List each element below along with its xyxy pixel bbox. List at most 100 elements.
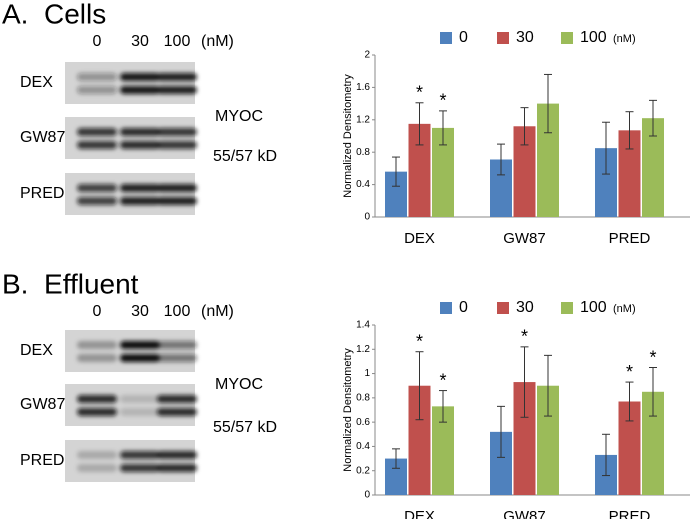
unit-label: (nM) <box>201 33 234 50</box>
bar <box>490 159 512 217</box>
bar <box>490 431 512 495</box>
band <box>77 408 117 416</box>
bar <box>432 127 454 217</box>
band <box>77 354 117 362</box>
legend-unit: (nM) <box>613 303 636 315</box>
band <box>120 341 160 349</box>
band <box>120 86 160 94</box>
blot-bands <box>77 184 197 205</box>
band <box>77 73 117 81</box>
band <box>77 128 117 136</box>
bar <box>408 385 431 495</box>
significance-star: * <box>521 327 528 347</box>
row-label: DEX <box>20 74 53 91</box>
blot-bands <box>77 341 197 362</box>
significance-star: * <box>416 83 423 103</box>
protein-label: MYOC <box>215 376 263 393</box>
blot <box>65 330 195 372</box>
row-label: DEX <box>20 342 53 359</box>
legend-label: 100 <box>580 299 607 316</box>
row-label: GW87 <box>20 129 65 146</box>
bar <box>513 126 536 217</box>
y-tick-label: 0.4 <box>356 179 370 190</box>
significance-star: * <box>439 370 446 390</box>
bar <box>537 103 559 217</box>
legend-swatch <box>440 32 452 44</box>
band <box>157 408 197 416</box>
legend-swatch <box>561 32 573 44</box>
bar <box>537 385 559 495</box>
band <box>157 141 197 149</box>
band <box>157 395 197 403</box>
band <box>120 354 160 362</box>
y-tick-label: 2 <box>364 50 370 61</box>
legend-swatch <box>497 32 509 44</box>
band <box>120 141 160 149</box>
y-tick-label: 1 <box>364 368 370 379</box>
lane-label: 0 <box>93 33 102 50</box>
band <box>157 86 197 94</box>
bar <box>432 406 454 495</box>
band <box>157 184 197 192</box>
significance-star: * <box>439 91 446 111</box>
bar <box>618 401 641 495</box>
blot <box>65 62 195 104</box>
blot <box>65 384 195 426</box>
bar <box>385 171 407 217</box>
band <box>120 395 160 403</box>
legend-label: 0 <box>459 29 468 46</box>
band <box>157 197 197 205</box>
x-tick-label: PRED <box>609 508 651 519</box>
y-axis-label: Normalized Densitometry <box>342 348 354 472</box>
y-tick-label: 0.4 <box>356 441 370 452</box>
y-tick-label: 0.8 <box>356 392 370 403</box>
band <box>120 73 160 81</box>
protein-label: MYOC <box>215 108 263 125</box>
blot <box>65 173 195 215</box>
x-tick-label: DEX <box>404 508 435 519</box>
y-tick-label: 0.8 <box>356 147 370 158</box>
x-tick-label: PRED <box>609 230 651 247</box>
blot <box>65 440 195 482</box>
band <box>120 184 160 192</box>
band <box>77 86 117 94</box>
band <box>77 184 117 192</box>
row-label: PRED <box>20 185 64 202</box>
lane-label: 30 <box>131 33 149 50</box>
band <box>77 141 117 149</box>
y-axis-label: Normalized Densitometry <box>342 74 354 198</box>
band <box>120 128 160 136</box>
panel-label: B. Effluent <box>2 268 139 299</box>
x-tick-label: GW87 <box>503 230 546 247</box>
bar <box>642 391 664 495</box>
y-tick-label: 0 <box>364 490 370 501</box>
band <box>157 464 197 472</box>
y-tick-label: 1.6 <box>356 82 370 93</box>
bar <box>618 130 641 217</box>
y-tick-label: 1.2 <box>356 344 370 355</box>
band <box>77 464 117 472</box>
legend-swatch <box>497 302 509 314</box>
lane-label: 0 <box>93 303 102 320</box>
x-tick-label: DEX <box>404 230 435 247</box>
legend-label: 0 <box>459 299 468 316</box>
band <box>77 451 117 459</box>
significance-star: * <box>416 331 423 351</box>
legend-label: 100 <box>580 29 607 46</box>
row-label: PRED <box>20 452 64 469</box>
size-label: 55/57 kD <box>213 419 277 436</box>
bar <box>595 148 617 217</box>
size-label: 55/57 kD <box>213 148 277 165</box>
legend-unit: (nM) <box>613 33 636 45</box>
row-label: GW87 <box>20 396 65 413</box>
y-tick-label: 0.6 <box>356 417 370 428</box>
significance-star: * <box>649 347 656 367</box>
unit-label: (nM) <box>201 303 234 320</box>
x-tick-label: GW87 <box>503 508 546 519</box>
lane-label: 30 <box>131 303 149 320</box>
blot-bands <box>77 128 197 149</box>
y-tick-label: 0.2 <box>356 465 370 476</box>
y-tick-label: 1.2 <box>356 114 370 125</box>
bar <box>408 123 431 217</box>
band <box>157 341 197 349</box>
